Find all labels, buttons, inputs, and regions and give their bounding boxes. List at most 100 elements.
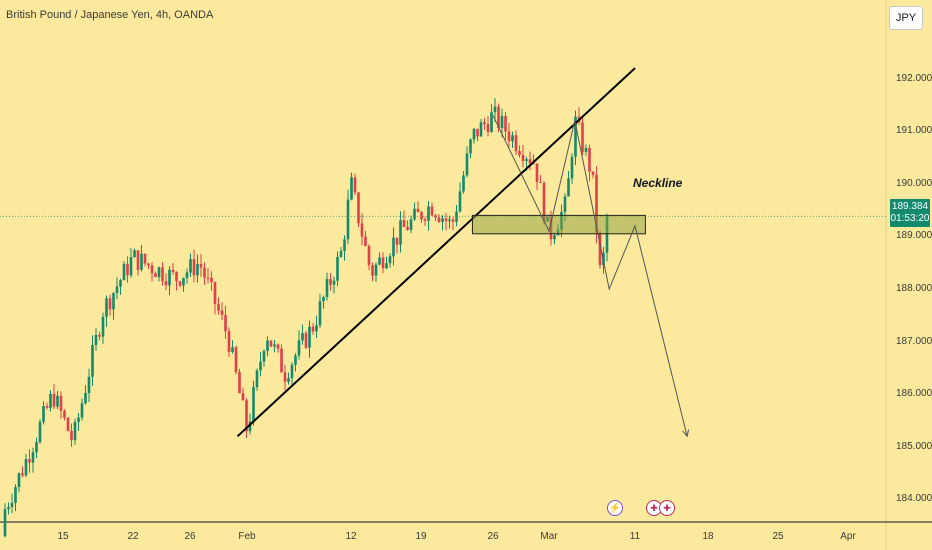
candle-body xyxy=(451,219,455,222)
candle-body xyxy=(581,122,584,152)
candle-body xyxy=(343,239,346,252)
candle-body xyxy=(525,159,528,161)
projection-path xyxy=(492,115,688,437)
candle-body xyxy=(94,334,98,346)
candle-body xyxy=(147,263,150,266)
candle-body xyxy=(444,218,448,221)
candle-body xyxy=(591,171,595,175)
candle-body xyxy=(178,281,182,286)
candle-body xyxy=(518,151,521,155)
neckline-label: Neckline xyxy=(633,176,683,190)
candle-body xyxy=(259,361,262,371)
candle-body xyxy=(234,347,238,373)
candle-body xyxy=(332,280,336,285)
candle-body xyxy=(427,206,430,221)
candle-body xyxy=(45,406,49,408)
candle-body xyxy=(122,263,126,281)
candle-body xyxy=(56,395,59,407)
candle-body xyxy=(185,272,189,278)
candle-body xyxy=(192,259,196,276)
candle-body xyxy=(448,219,451,221)
candle-body xyxy=(168,269,171,286)
candle-body xyxy=(220,310,224,315)
candle-body xyxy=(252,387,255,422)
candle-body xyxy=(175,272,178,282)
time-tick-label: 19 xyxy=(415,531,427,542)
candle-body xyxy=(238,372,241,394)
candle-body xyxy=(315,325,318,332)
candle-body xyxy=(196,264,199,276)
candle-body xyxy=(136,250,140,270)
candle-body xyxy=(255,370,259,388)
candle-body xyxy=(364,236,367,246)
candle-body xyxy=(339,251,343,257)
candle-body xyxy=(3,509,7,537)
candle-body xyxy=(294,355,297,365)
candle-body xyxy=(84,393,87,404)
trendline xyxy=(236,67,636,438)
time-tick-label: 26 xyxy=(184,531,196,542)
candle-body xyxy=(511,135,514,142)
candle-body xyxy=(350,177,353,200)
time-tick-label: Mar xyxy=(540,531,558,542)
uk-flag-icon[interactable]: ✚ xyxy=(659,500,675,516)
candle-body xyxy=(493,106,497,113)
uk-flag-icon[interactable]: ✚ xyxy=(646,500,662,516)
candle-body xyxy=(129,257,133,276)
price-tick-label: 191.000 xyxy=(896,125,932,137)
candle-body xyxy=(357,192,360,224)
candle-body xyxy=(38,422,42,443)
currency-button[interactable]: JPY xyxy=(889,6,923,30)
candle-body xyxy=(157,267,161,278)
candle-body xyxy=(290,364,294,379)
candle-body xyxy=(486,124,490,132)
candle-body xyxy=(189,259,192,273)
candle-body xyxy=(164,281,168,286)
candle-body xyxy=(7,506,10,510)
candle-body xyxy=(507,131,511,142)
candle-body xyxy=(374,264,378,276)
candle-body xyxy=(171,269,175,273)
candle-body xyxy=(241,393,245,401)
time-tick-label: Apr xyxy=(840,531,856,542)
candle-body xyxy=(161,267,164,282)
candle-body xyxy=(105,298,108,317)
candle-body xyxy=(308,326,311,348)
candle-body xyxy=(378,257,381,265)
candle-body xyxy=(49,393,52,408)
candle-body xyxy=(329,279,332,285)
candle-body xyxy=(231,347,234,352)
candle-body xyxy=(269,340,273,347)
candle-body xyxy=(462,175,465,192)
candle-body xyxy=(371,265,374,276)
candle-body xyxy=(588,147,591,172)
candle-body xyxy=(224,314,227,332)
candle-body xyxy=(24,459,28,476)
time-tick-label: 12 xyxy=(345,531,357,542)
candle-body xyxy=(133,250,136,258)
candle-body xyxy=(360,223,364,237)
candle-body xyxy=(500,115,504,129)
candle-body xyxy=(385,263,388,269)
candle-body xyxy=(437,217,441,222)
time-tick-label: 26 xyxy=(487,531,499,542)
candle-body xyxy=(539,181,542,183)
candle-body xyxy=(140,253,143,270)
candle-body xyxy=(413,208,416,220)
time-tick-label: 25 xyxy=(772,531,784,542)
candle-body xyxy=(63,410,66,418)
candle-body xyxy=(483,122,486,125)
candle-body xyxy=(126,263,129,276)
candle-body xyxy=(213,282,217,305)
candle-body xyxy=(311,326,315,332)
neckline-zone xyxy=(471,214,646,235)
candle-body xyxy=(535,163,539,182)
projection-arrow-head xyxy=(682,429,690,438)
candle-body xyxy=(567,178,570,197)
candle-body xyxy=(80,403,84,418)
price-tick-label: 186.000 xyxy=(896,388,932,400)
candle-body xyxy=(150,265,154,274)
candle-body xyxy=(245,400,248,432)
lightning-icon[interactable]: ⚡ xyxy=(607,500,623,516)
